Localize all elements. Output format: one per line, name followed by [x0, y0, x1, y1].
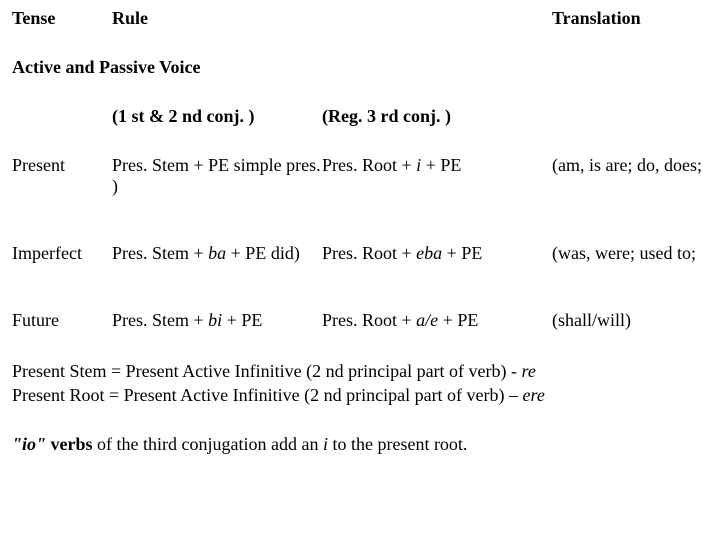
rule-b-cell: Pres. Root + eba + PE [322, 243, 552, 264]
note-line-2: Present Root = Present Active Infinitive… [12, 383, 708, 407]
rule-a-prefix: Pres. Stem + [112, 243, 208, 263]
note3-prefix: verbs [46, 434, 93, 454]
table-row: Present Pres. Stem + PE simple pres. ) P… [12, 155, 708, 197]
note3-io: "io" [12, 434, 46, 454]
rule-a-italic: bi [208, 310, 222, 330]
header-spacer [322, 8, 552, 29]
trans-text: (was, were; used to; [552, 243, 696, 263]
tense-cell: Imperfect [12, 243, 112, 264]
note2-prefix: Present Root = Present Active Infinitive… [12, 385, 523, 405]
translation-cell: (shall/will) [552, 310, 708, 331]
translation-cell: (am, is are; do, does; [552, 155, 708, 197]
note-line-3: "io" verbs of the third conjugation add … [12, 432, 708, 456]
rule-b-suffix: + PE [442, 243, 482, 263]
header-rule: Rule [112, 8, 322, 29]
note-line-1: Present Stem = Present Active Infinitive… [12, 359, 708, 383]
section-row: Active and Passive Voice [12, 57, 708, 78]
header-row: Tense Rule Translation [12, 8, 708, 29]
section-title: Active and Passive Voice [12, 57, 708, 78]
subheader-col-b: (Reg. 3 rd conj. ) [322, 106, 552, 127]
note2-italic: ere [523, 385, 545, 405]
translation-cell: (was, were; used to; [552, 243, 708, 264]
trans-text: (am, is are; do, does; [552, 155, 702, 175]
note3-mid: of the third conjugation add an [93, 434, 323, 454]
rule-b-prefix: Pres. Root + [322, 155, 416, 175]
rule-b-prefix: Pres. Root + [322, 310, 416, 330]
rule-a-suffix: did) [266, 243, 300, 263]
rule-b-prefix: Pres. Root + [322, 243, 416, 263]
rule-a-cell: Pres. Stem + PE simple pres. ) [112, 155, 322, 197]
header-translation: Translation [552, 8, 708, 29]
rule-a-cell: Pres. Stem + ba + PE did) [112, 243, 322, 264]
rule-b-suffix: + PE [421, 155, 461, 175]
rule-b-italic: a/e [416, 310, 438, 330]
note1-prefix: Present Stem = Present Active Infinitive… [12, 361, 522, 381]
rule-a-prefix: Pres. Stem + [112, 310, 208, 330]
tense-cell: Present [12, 155, 112, 197]
rule-b-cell: Pres. Root + i + PE [322, 155, 552, 197]
rule-b-cell: Pres. Root + a/e + PE [322, 310, 552, 331]
header-tense: Tense [12, 8, 112, 29]
subheader-col-a: (1 st & 2 nd conj. ) [112, 106, 322, 127]
rule-a-prefix: Pres. Stem + PE [112, 155, 229, 175]
rule-b-italic: eba [416, 243, 442, 263]
subheader-row: (1 st & 2 nd conj. ) (Reg. 3 rd conj. ) [12, 106, 708, 127]
rule-a-mid: + PE [222, 310, 262, 330]
table-row: Future Pres. Stem + bi + PE Pres. Root +… [12, 310, 708, 331]
trans-text: (shall/will) [552, 310, 631, 330]
subheader-spacer [12, 106, 112, 127]
rule-a-italic: ba [208, 243, 226, 263]
table-row: Imperfect Pres. Stem + ba + PE did) Pres… [12, 243, 708, 264]
note1-italic: re [522, 361, 536, 381]
subheader-spacer2 [552, 106, 708, 127]
tense-cell: Future [12, 310, 112, 331]
rule-a-mid: + PE [226, 243, 266, 263]
notes-block: Present Stem = Present Active Infinitive… [12, 359, 708, 456]
grammar-table: Tense Rule Translation Active and Passiv… [12, 8, 708, 331]
note3-suffix: to the present root. [328, 434, 467, 454]
rule-a-cell: Pres. Stem + bi + PE [112, 310, 322, 331]
rule-b-suffix: + PE [438, 310, 478, 330]
